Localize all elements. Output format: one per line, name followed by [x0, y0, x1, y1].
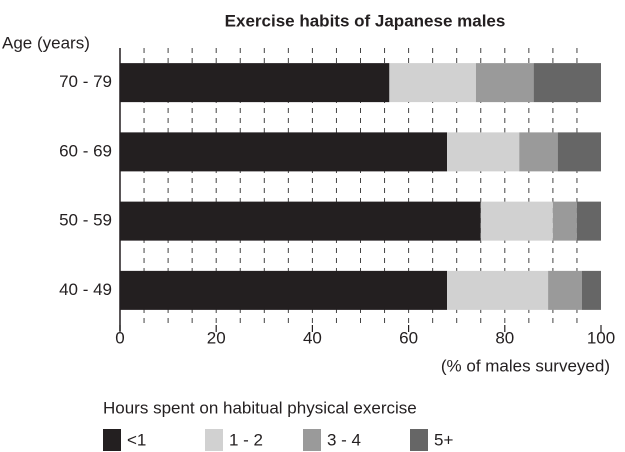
legend-swatch: [205, 429, 223, 451]
y-axis-title: Age (years): [2, 33, 90, 52]
legend-swatch: [410, 429, 428, 451]
bar-segment: [519, 132, 558, 172]
y-tick-label: 60 - 69: [59, 141, 112, 160]
y-tick-label: 40 - 49: [59, 280, 112, 299]
bar-segment: [120, 63, 390, 103]
legend-label: 3 - 4: [327, 430, 361, 449]
legend-label: 5+: [434, 430, 453, 449]
x-tick-label: 40: [303, 328, 322, 347]
bar-segment: [557, 132, 601, 172]
bar-segment: [552, 201, 577, 241]
x-tick-label: 0: [115, 328, 124, 347]
bar-segment: [576, 201, 601, 241]
legend-swatch: [303, 429, 321, 451]
bar-segment: [447, 132, 520, 172]
bar-segment: [120, 201, 481, 241]
x-tick-label: 60: [399, 328, 418, 347]
x-axis-title: (% of males surveyed): [441, 356, 610, 375]
bar-segment: [480, 201, 553, 241]
legend-swatch: [103, 429, 121, 451]
legend-label: 1 - 2: [229, 430, 263, 449]
bar-segment: [447, 270, 549, 310]
x-tick-label: 100: [587, 328, 615, 347]
bar-segment: [581, 270, 601, 310]
legend-title: Hours spent on habitual physical exercis…: [103, 398, 417, 417]
legend-label: <1: [127, 430, 146, 449]
x-tick-label: 80: [495, 328, 514, 347]
x-tick-label: 20: [207, 328, 226, 347]
bar-segment: [475, 63, 534, 103]
bar-segment: [120, 132, 448, 172]
bar-segment: [389, 63, 476, 103]
chart-title: Exercise habits of Japanese males: [225, 11, 506, 30]
y-tick-label: 70 - 79: [59, 72, 112, 91]
bar-segment: [120, 270, 448, 310]
bar-segment: [533, 63, 601, 103]
y-tick-label: 50 - 59: [59, 211, 112, 230]
bar-segment: [548, 270, 582, 310]
